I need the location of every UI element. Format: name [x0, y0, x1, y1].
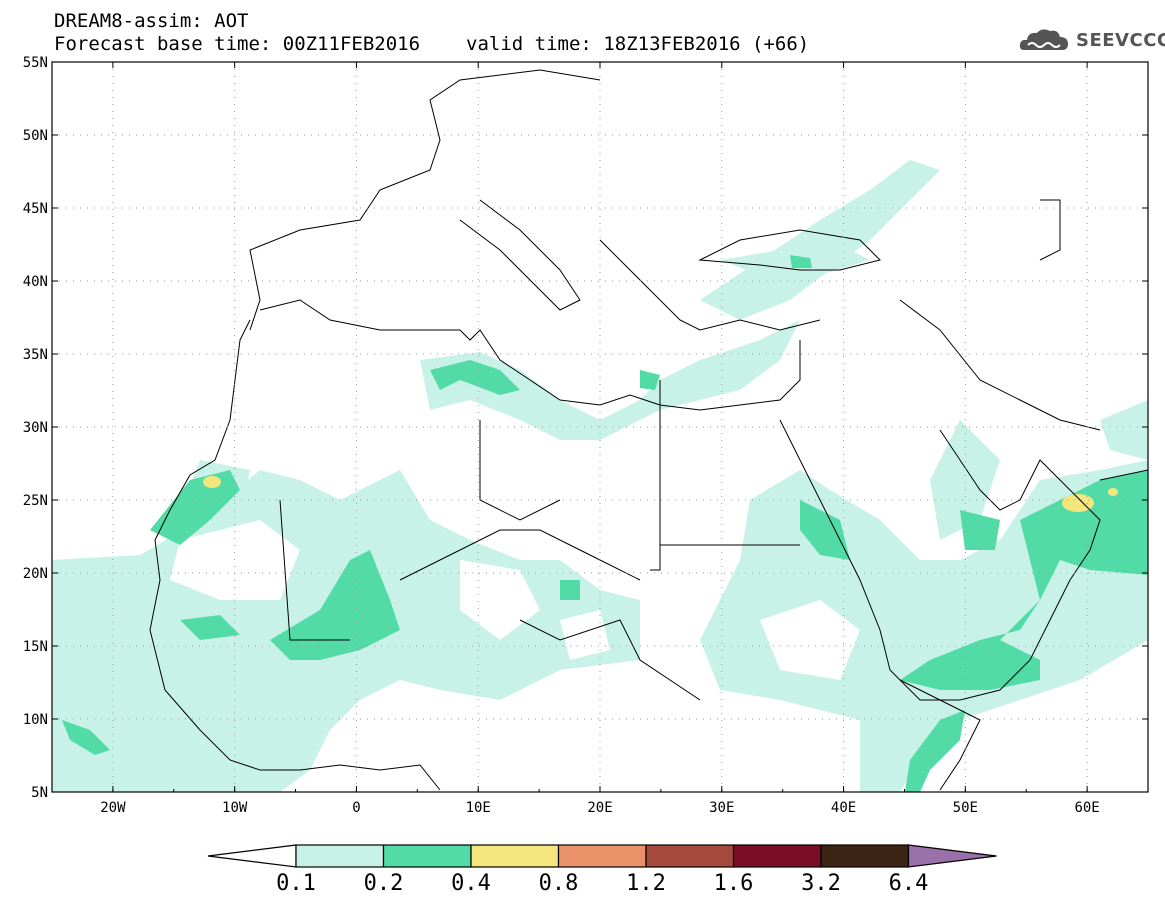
coastlines [149, 69, 1148, 791]
forecast-base-time: Forecast base time: 00Z11FEB2016 [54, 33, 421, 55]
lat-label: 20N [23, 566, 48, 582]
lat-label: 30N [23, 420, 48, 436]
time-info: Forecast base time: 00Z11FEB2016 valid ti… [54, 33, 809, 55]
colorbar-label: 0.1 [276, 871, 316, 896]
lat-label: 55N [23, 55, 48, 71]
colorbar-labels: 0.1 0.2 0.4 0.8 1.2 1.6 3.2 6.4 [276, 871, 928, 896]
colorbar-segment [295, 844, 385, 868]
axis-ticks [51, 61, 1149, 793]
aot-field [52, 160, 1148, 792]
colorbar-segment [470, 844, 560, 868]
lon-label: 0 [352, 800, 360, 816]
lon-label: 20E [587, 800, 612, 816]
lat-label: 5N [31, 785, 48, 801]
lon-label: 10W [222, 800, 248, 816]
lon-label: 60E [1074, 800, 1099, 816]
lat-label: 25N [23, 493, 48, 509]
lon-label: 40E [831, 800, 856, 816]
colorbar-segment [732, 844, 822, 868]
lat-label: 50N [23, 128, 48, 144]
lon-label: 20W [100, 800, 126, 816]
colorbar-label: 6.4 [889, 871, 929, 896]
lat-label: 10N [23, 712, 48, 728]
colorbar-segment [557, 844, 647, 868]
colorbar-segment [382, 844, 472, 868]
lat-label: 15N [23, 639, 48, 655]
colorbar-segment [645, 844, 735, 868]
lon-label: 30E [709, 800, 734, 816]
longitude-labels: 20W 10W 0 10E 20E 30E 40E 50E 60E [100, 800, 1100, 816]
lat-label: 35N [23, 347, 48, 363]
colorbar-label: 3.2 [801, 871, 841, 896]
lon-label: 10E [466, 800, 491, 816]
lon-label: 50E [953, 800, 978, 816]
lat-label: 40N [23, 274, 48, 290]
map-title: DREAM8-assim: AOT [54, 10, 249, 32]
colorbar-label: 1.6 [714, 871, 754, 896]
cloud-icon [1019, 29, 1068, 50]
colorbar-label: 1.2 [626, 871, 666, 896]
valid-time: valid time: 18Z13FEB2016 (+66) [466, 33, 810, 55]
colorbar-label: 0.8 [539, 871, 579, 896]
lat-label: 45N [23, 201, 48, 217]
colorbar-under-arrow [207, 844, 297, 868]
colorbar [207, 844, 997, 868]
seevccc-logo: SEEVCCC [1018, 26, 1165, 56]
logo-text: SEEVCCC [1076, 30, 1165, 51]
colorbar-label: 0.4 [451, 871, 491, 896]
latitude-labels: 55N 50N 45N 40N 35N 30N 25N 20N 15N 10N 5N [23, 55, 48, 801]
colorbar-over-arrow [907, 844, 997, 868]
graticule [52, 62, 1148, 792]
colorbar-segment [820, 844, 910, 868]
colorbar-label: 0.2 [364, 871, 404, 896]
